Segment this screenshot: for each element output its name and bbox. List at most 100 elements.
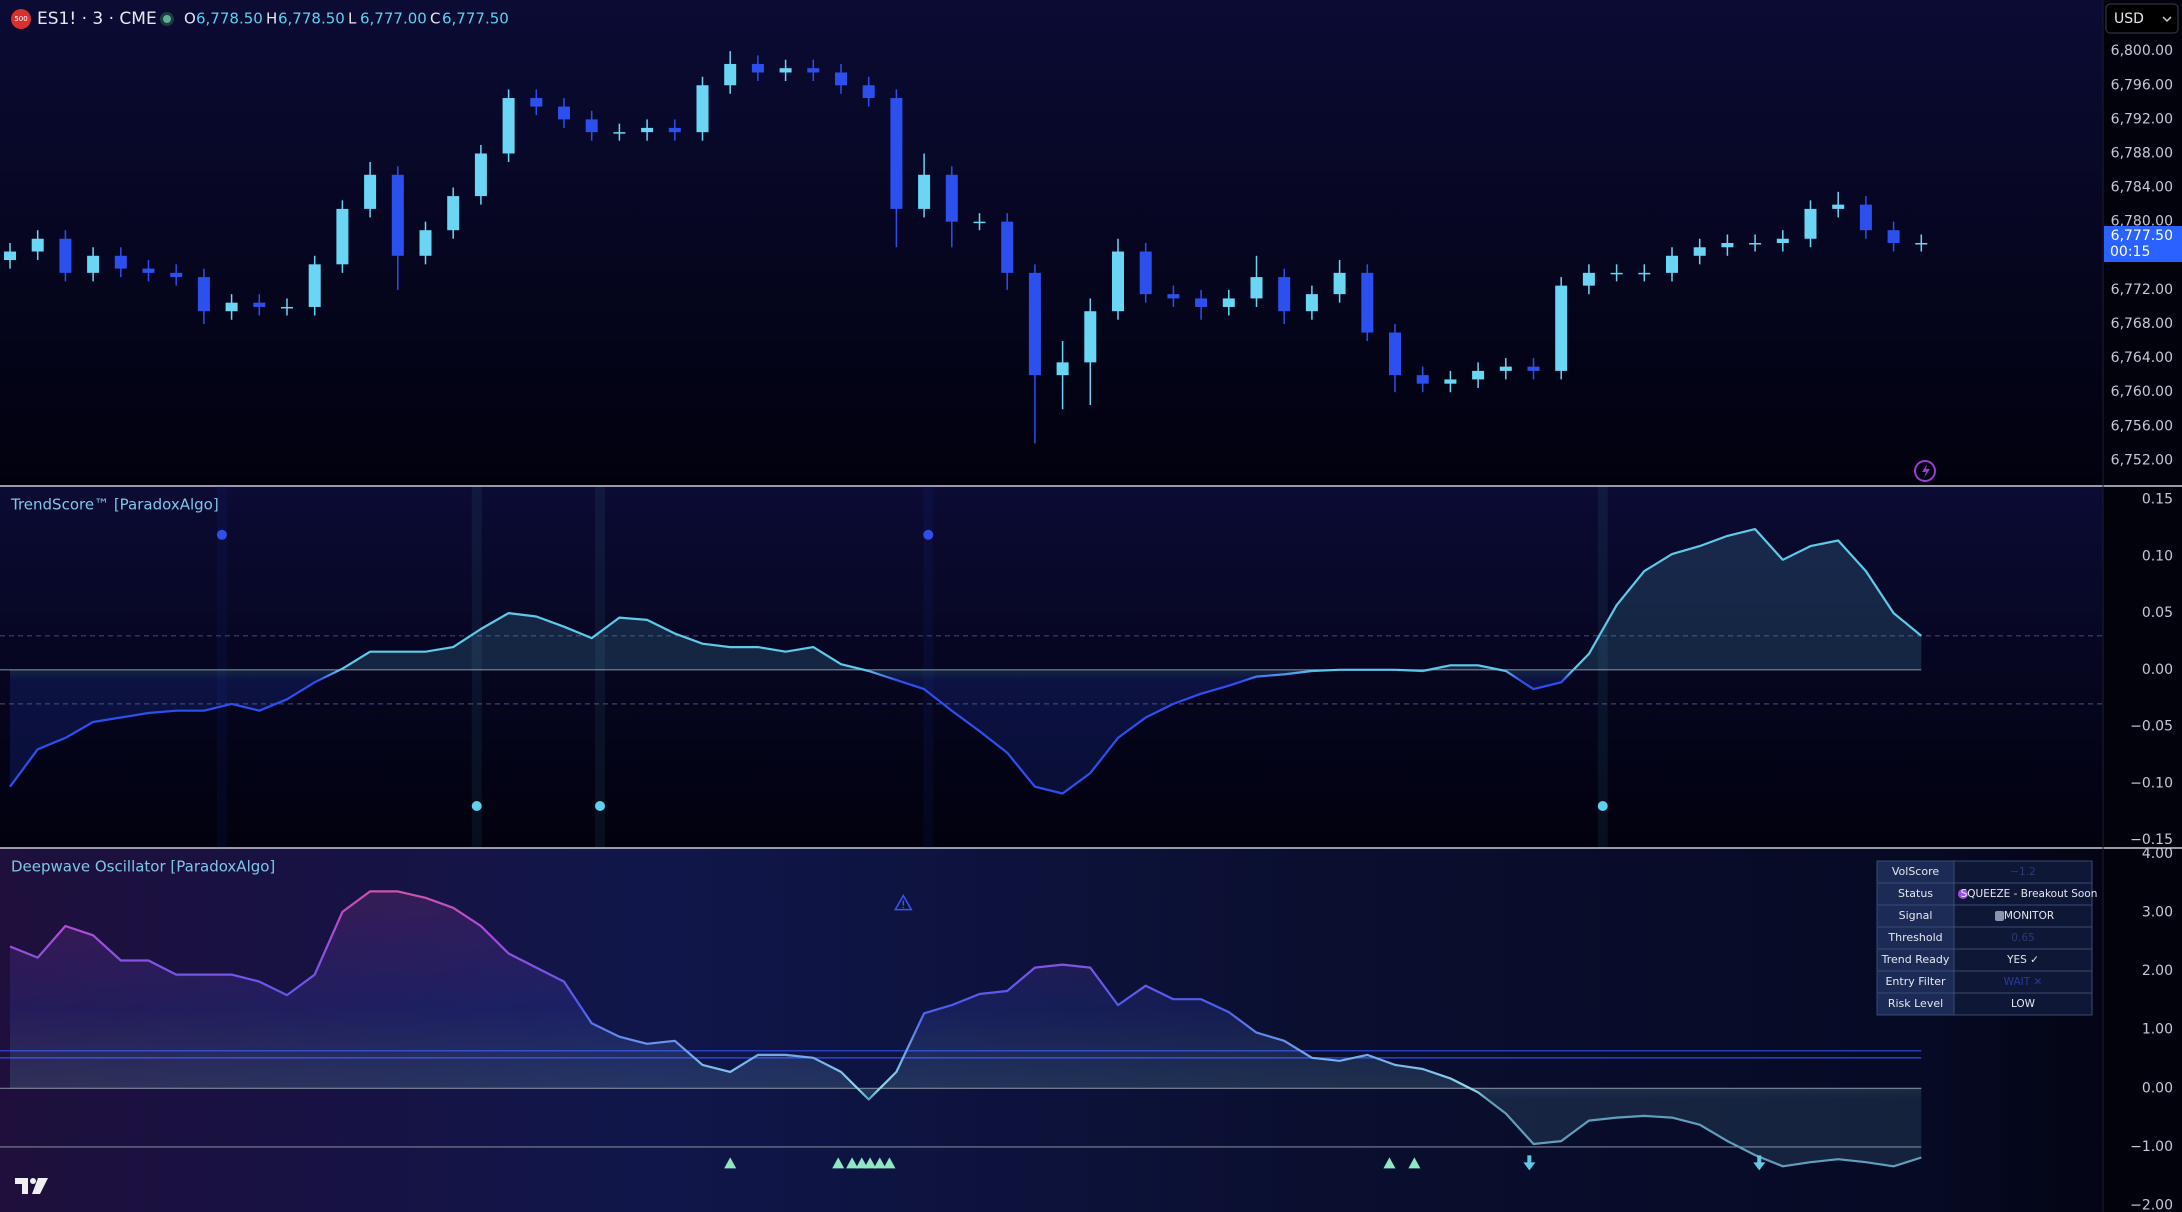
signal-dot [1597, 801, 1608, 812]
candle-body [918, 174, 931, 209]
table-label: Threshold [1887, 931, 1942, 944]
alert-bolt[interactable] [1922, 464, 1930, 478]
signal-warning [894, 894, 913, 911]
candle-body [364, 174, 377, 209]
candle-body [59, 238, 72, 273]
signal-up [846, 1157, 859, 1169]
signal-column [923, 486, 934, 848]
pane-title: Deepwave Oscillator [ParadoxAlgo] [11, 858, 275, 876]
table-value: MONITOR [2004, 910, 2054, 922]
y-tick-label: 0.05 [2142, 605, 2173, 621]
candle-body [474, 153, 487, 197]
alert-icon[interactable] [1914, 460, 1936, 482]
alert-ring[interactable] [1914, 460, 1936, 482]
candle-body [1167, 294, 1180, 299]
table-label: Entry Filter [1885, 975, 1945, 988]
line [9, 890, 1922, 1168]
signal-up [855, 1157, 868, 1169]
y-tick-label: 6,788.00 [2111, 145, 2173, 161]
candle-body [1610, 272, 1623, 275]
candle-body [1305, 294, 1318, 312]
table-label: Status [1898, 887, 1933, 900]
table-label: Trend Ready [1881, 953, 1950, 966]
candle-body [391, 174, 404, 256]
y-tick-label: 6,756.00 [2111, 418, 2173, 434]
currency-button[interactable]: USD [2105, 3, 2179, 34]
y-tick-label: 0.10 [2142, 548, 2173, 564]
status-dot [163, 15, 171, 23]
signal-up [1383, 1157, 1396, 1169]
last-price-label: 6,777.50 [2111, 228, 2173, 244]
logo[interactable] [15, 1178, 48, 1194]
status-icon [1958, 889, 1968, 899]
line [9, 528, 1922, 795]
candle-body [4, 251, 16, 261]
dropdown-caret[interactable] [2162, 16, 2172, 23]
price-axis-background [2103, 0, 2182, 1212]
candle-body [751, 63, 764, 73]
candle-body [1222, 298, 1235, 307]
signal-down [1523, 1155, 1536, 1171]
y-tick-label: 6,784.00 [2111, 180, 2173, 196]
candle-body [197, 277, 210, 312]
candle-body [1250, 277, 1263, 299]
candle-body [1361, 272, 1374, 333]
candle-body [1333, 272, 1346, 295]
candle-body [1887, 230, 1900, 243]
table-value: LOW [2011, 998, 2036, 1010]
candle-body [308, 264, 321, 307]
ohlc-key: H [266, 10, 277, 28]
ohlc-key: C [430, 10, 440, 28]
logo-part[interactable] [15, 1178, 28, 1194]
table-value: 0.65 [2011, 932, 2034, 944]
candle-body [530, 98, 543, 107]
candle-body [1638, 272, 1651, 275]
candle-body [1416, 375, 1429, 384]
candle-body [1195, 298, 1208, 307]
area-fill [10, 529, 1922, 794]
logo-part[interactable] [30, 1178, 36, 1184]
y-tick-label: 6,792.00 [2111, 111, 2173, 127]
candle-body [862, 85, 875, 99]
candle-body [31, 238, 44, 252]
pane-title: TrendScore™ [ParadoxAlgo] [10, 496, 219, 514]
candle-body [668, 127, 681, 133]
candle-body [1056, 362, 1069, 376]
area-fill [10, 891, 1922, 1167]
candle-body [1749, 243, 1762, 245]
candle-body [1499, 366, 1512, 371]
candle-body [87, 255, 100, 273]
candle-body [1832, 204, 1845, 209]
y-tick-label: −2.00 [2130, 1198, 2173, 1212]
candle-body [973, 221, 986, 224]
symbol-badge [11, 9, 31, 29]
y-tick-label: 6,768.00 [2111, 316, 2173, 332]
candle-body [585, 119, 598, 133]
candle-body [170, 272, 183, 278]
currency-label[interactable]: USD [2114, 11, 2144, 27]
y-tick-label: 3.00 [2142, 904, 2173, 920]
y-tick-label: 6,764.00 [2111, 350, 2173, 366]
candle-body [142, 268, 155, 273]
signal-up [724, 1157, 737, 1169]
y-tick-label: 6,752.00 [2111, 452, 2173, 468]
candle-body [1084, 311, 1097, 363]
candle-body [447, 196, 460, 231]
ohlc-value: 6,777.00 [360, 10, 427, 28]
currency-box[interactable] [2105, 3, 2179, 34]
candle-body [225, 302, 238, 312]
signal-up [864, 1157, 877, 1169]
ohlc-key: L [348, 10, 357, 28]
y-tick-label: 0.00 [2142, 1080, 2173, 1096]
y-tick-label: 6,772.00 [2111, 282, 2173, 298]
candle-body [1028, 272, 1041, 376]
y-tick-label: −0.05 [2130, 719, 2173, 735]
candle-body [890, 98, 903, 209]
ohlc-key: O [184, 10, 196, 28]
badge-text: 500 [14, 15, 27, 23]
symbol-header: 500 ES1! · 3 · CME [11, 9, 174, 29]
candle-body [613, 132, 626, 134]
logo-part[interactable] [32, 1178, 48, 1194]
y-tick-label: 6,780.00 [2111, 214, 2173, 230]
